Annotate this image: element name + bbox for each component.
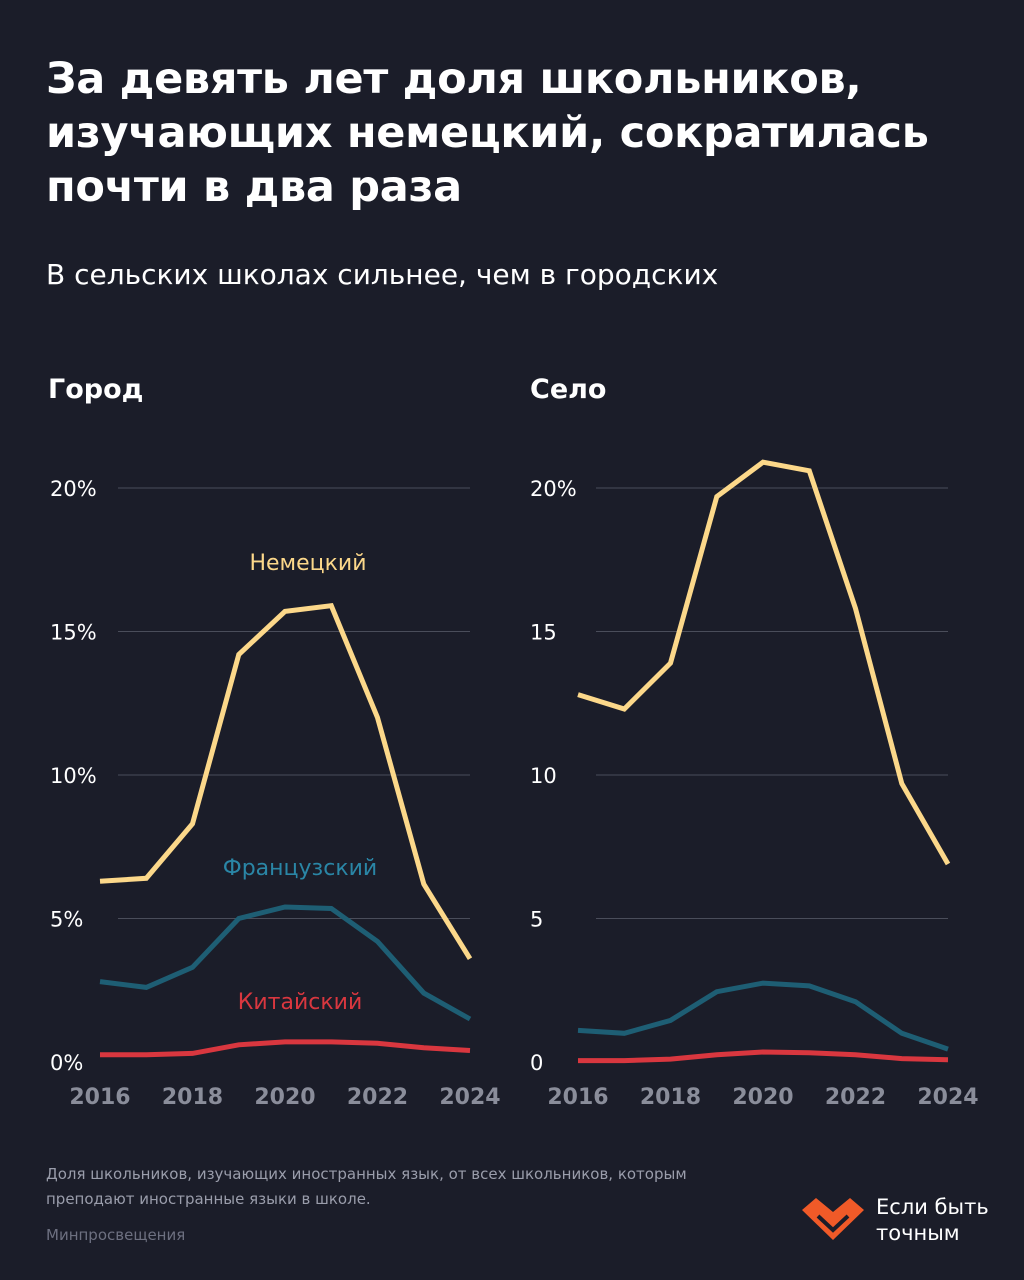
source-label: Минпросвещения bbox=[46, 1226, 186, 1244]
x-tick-label: 2024 bbox=[439, 1085, 500, 1110]
y-tick-label: 0 bbox=[530, 1051, 543, 1075]
series-label: Французский bbox=[223, 856, 377, 881]
y-tick-label: 15% bbox=[50, 621, 97, 645]
x-tick-label: 2020 bbox=[732, 1085, 793, 1110]
series-line bbox=[577, 980, 949, 1052]
y-tick-label: 20% bbox=[530, 477, 577, 501]
y-tick-label: 15 bbox=[530, 621, 557, 645]
x-tick-label: 2022 bbox=[347, 1085, 408, 1110]
footnote: Доля школьников, изучающих иностранных я… bbox=[46, 1165, 687, 1208]
x-tick-label: 2020 bbox=[254, 1085, 315, 1110]
series-line bbox=[577, 459, 951, 866]
brand-name: Если быть точным bbox=[876, 1194, 989, 1246]
heart-logo-icon bbox=[802, 1198, 864, 1240]
y-tick-label: 0% bbox=[50, 1051, 83, 1075]
x-tick-label: 2022 bbox=[825, 1085, 886, 1110]
y-tick-label: 10 bbox=[530, 764, 557, 788]
chart-subtitle: В сельских школах сильнее, чем в городск… bbox=[46, 258, 719, 291]
series-line bbox=[99, 602, 473, 961]
y-tick-label: 10% bbox=[50, 764, 97, 788]
brand-line-2: точным bbox=[876, 1221, 960, 1245]
y-tick-label: 20% bbox=[50, 477, 97, 501]
panel-title-village: Село bbox=[530, 374, 607, 405]
x-tick-label: 2024 bbox=[917, 1085, 978, 1110]
series-label: Китайский bbox=[238, 990, 363, 1015]
series-label: Немецкий bbox=[249, 551, 366, 576]
brand-line-1: Если быть bbox=[876, 1195, 989, 1219]
x-tick-label: 2016 bbox=[69, 1085, 130, 1110]
series-line bbox=[99, 904, 472, 1022]
y-tick-label: 5% bbox=[50, 908, 83, 932]
x-tick-label: 2018 bbox=[640, 1085, 701, 1110]
x-tick-label: 2018 bbox=[162, 1085, 223, 1110]
series-line bbox=[100, 1039, 471, 1058]
series-line bbox=[578, 1049, 949, 1064]
chart-title: За девять лет доля школьников, изучающих… bbox=[46, 54, 929, 212]
panel-title-city: Город bbox=[48, 374, 144, 405]
x-tick-label: 2016 bbox=[547, 1085, 608, 1110]
y-tick-label: 5 bbox=[530, 908, 543, 932]
